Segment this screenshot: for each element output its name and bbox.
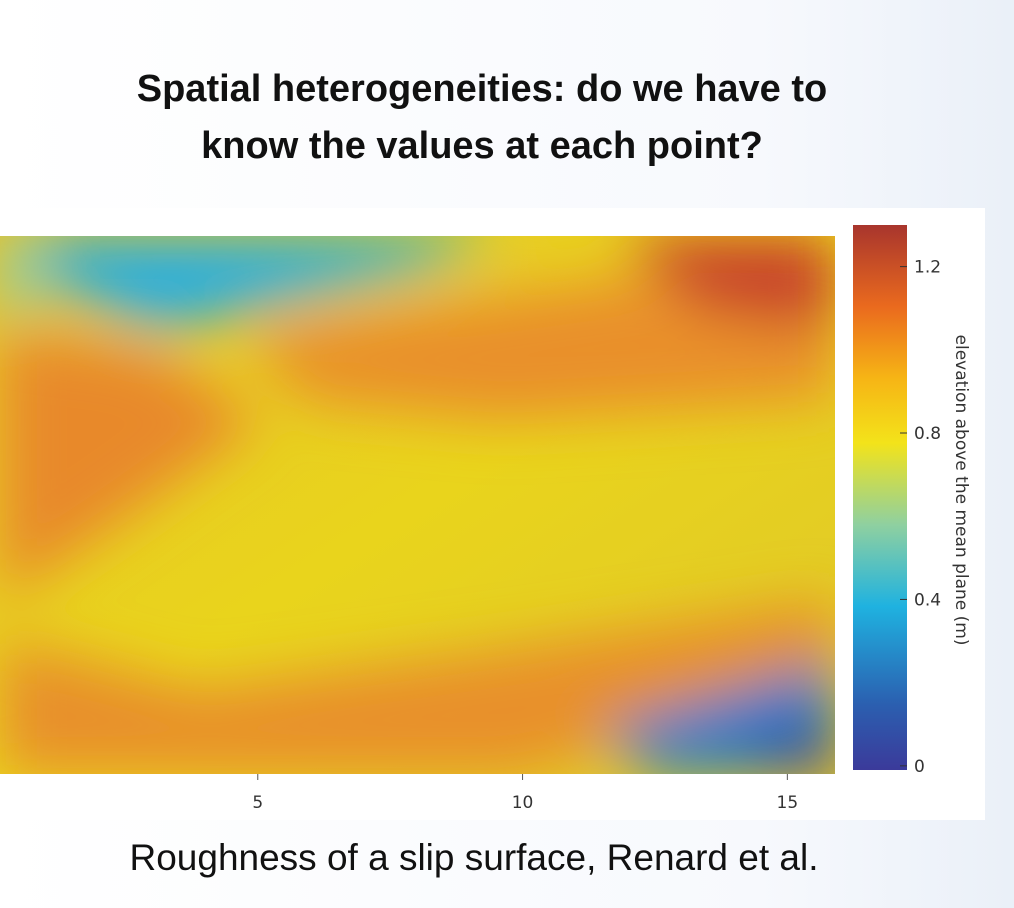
colorbar (853, 225, 907, 770)
colorbar-tick-label: 0.4 (914, 590, 941, 610)
x-tick-label: 10 (512, 793, 534, 813)
surface-map (0, 236, 835, 774)
colorbar-tick-label: 0.8 (914, 424, 941, 444)
x-tick-label: 5 (252, 793, 263, 813)
x-tick-label: 15 (777, 793, 799, 813)
caption: Roughness of a slip surface, Renard et a… (130, 837, 819, 878)
title-line: Spatial heterogeneities: do we have to (137, 68, 828, 110)
title-line: know the values at each point? (201, 125, 763, 167)
colorbar-tick-label: 1.2 (914, 258, 941, 278)
colorbar-tick-label: 0 (914, 757, 925, 777)
colorbar-label: elevation above the mean plane (m) (951, 335, 971, 646)
slide: Spatial heterogeneities: do we have to k… (0, 0, 1014, 908)
